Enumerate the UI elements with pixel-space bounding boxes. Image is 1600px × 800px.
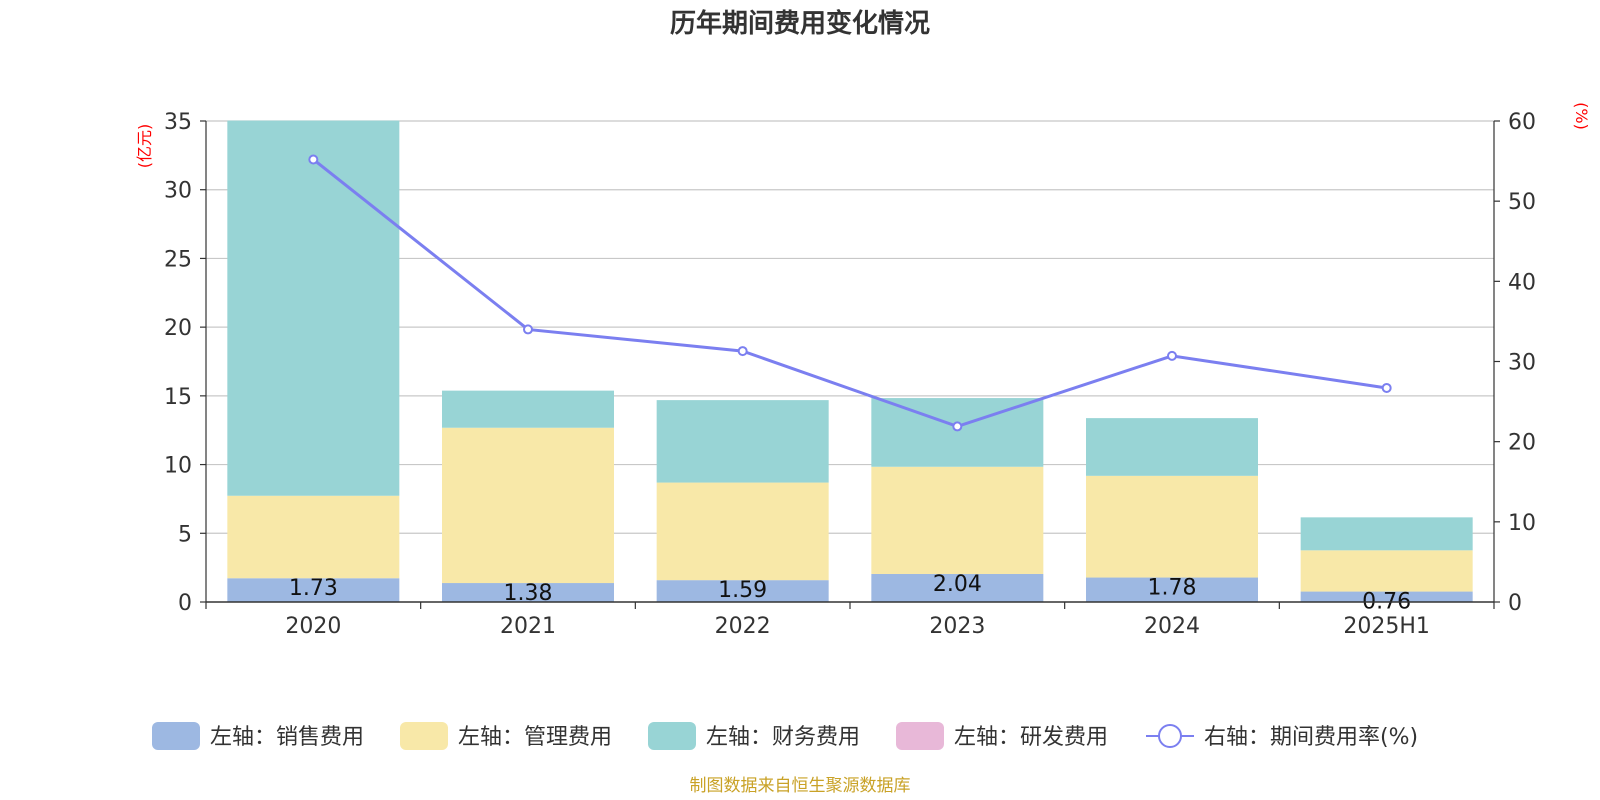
bar-group: 1.73 1.38 1.59 2.04 1.780.76 [227, 120, 1473, 615]
left-tick-label: 10 [164, 454, 192, 479]
bar-segment [871, 466, 1044, 574]
bar-segment [871, 573, 1044, 602]
legend-swatch [896, 722, 944, 750]
x-tick-label: 2021 [500, 614, 556, 639]
rate-line-group [308, 154, 1392, 432]
axes: 0 5 10 15 20 25 30 35 0 10 20 30 40 50 60 2020 2021 2022 2… [164, 110, 1536, 639]
left-tick-label: 30 [164, 179, 192, 204]
rate-point [737, 346, 748, 357]
bar-segment [227, 120, 400, 496]
right-tick-label: 30 [1508, 351, 1536, 376]
legend-label: 左轴：研发费用 [954, 725, 1108, 750]
bar-segment [1086, 418, 1258, 476]
x-tick-label: 2023 [929, 614, 985, 639]
left-axis-unit: (亿元) [135, 124, 154, 169]
source-note: 制图数据来自恒生聚源数据库 [690, 776, 911, 796]
x-tick-label: 2020 [285, 614, 341, 639]
grid-lines [206, 120, 1494, 534]
rate-point [523, 324, 533, 335]
right-tick-label: 40 [1508, 270, 1536, 295]
x-tick-label: 2022 [715, 614, 771, 639]
x-tick-label: 2025H1 [1343, 614, 1430, 639]
bar-segment [442, 427, 614, 584]
bar-segment [1300, 550, 1473, 592]
right-tick-label: 10 [1508, 511, 1536, 536]
bar-segment [227, 495, 400, 579]
legend-label: 右轴：期间费用率(%) [1204, 725, 1418, 750]
rate-point [1381, 382, 1392, 393]
bar-data-label: 1.78 [1148, 576, 1197, 601]
legend: 左轴：销售费用 左轴：管理费用 左轴：财务费用 左轴：研发费用 右轴：期间费用率(%) [152, 722, 1418, 750]
bar-segment [227, 578, 400, 602]
rate-point [1167, 350, 1177, 361]
legend-label: 左轴：财务费用 [706, 725, 860, 750]
bar-segment [442, 390, 614, 428]
left-tick-label: 5 [178, 522, 192, 547]
bar-segment [1086, 577, 1258, 602]
left-tick-label: 35 [164, 110, 192, 135]
legend-marker [1158, 724, 1182, 748]
rate-point [952, 421, 963, 432]
bar-segment [442, 583, 614, 602]
bar-segment [656, 400, 829, 483]
right-axis-unit: (%) [1572, 102, 1591, 130]
left-tick-label: 20 [164, 316, 192, 341]
left-tick-label: 25 [164, 247, 192, 272]
right-tick-label: 60 [1508, 110, 1536, 135]
legend-swatch [152, 722, 200, 750]
right-tick-label: 50 [1508, 190, 1536, 215]
bar-data-label: 2.04 [933, 572, 982, 597]
bar-segment [656, 580, 829, 602]
bar-segment [1086, 475, 1258, 578]
right-tick-label: 20 [1508, 431, 1536, 456]
left-tick-label: 15 [164, 385, 192, 410]
bar-data-label: 1.59 [718, 578, 767, 603]
bar-data-label: 1.73 [289, 576, 338, 601]
bar-segment [871, 398, 1044, 467]
bar-segment [1300, 591, 1473, 602]
chart-title: 历年期间费用变化情况 [670, 8, 930, 39]
legend-swatch [400, 722, 448, 750]
x-tick-label: 2024 [1144, 614, 1200, 639]
legend-swatch [648, 722, 696, 750]
rate-point [308, 154, 319, 165]
right-tick-label: 0 [1508, 591, 1522, 616]
legend-label: 左轴：管理费用 [458, 725, 612, 750]
left-tick-label: 0 [178, 591, 192, 616]
bar-segment [1300, 517, 1473, 551]
rate-line [312, 158, 1387, 429]
bar-segment [656, 482, 829, 581]
legend-label: 左轴：销售费用 [210, 725, 364, 750]
